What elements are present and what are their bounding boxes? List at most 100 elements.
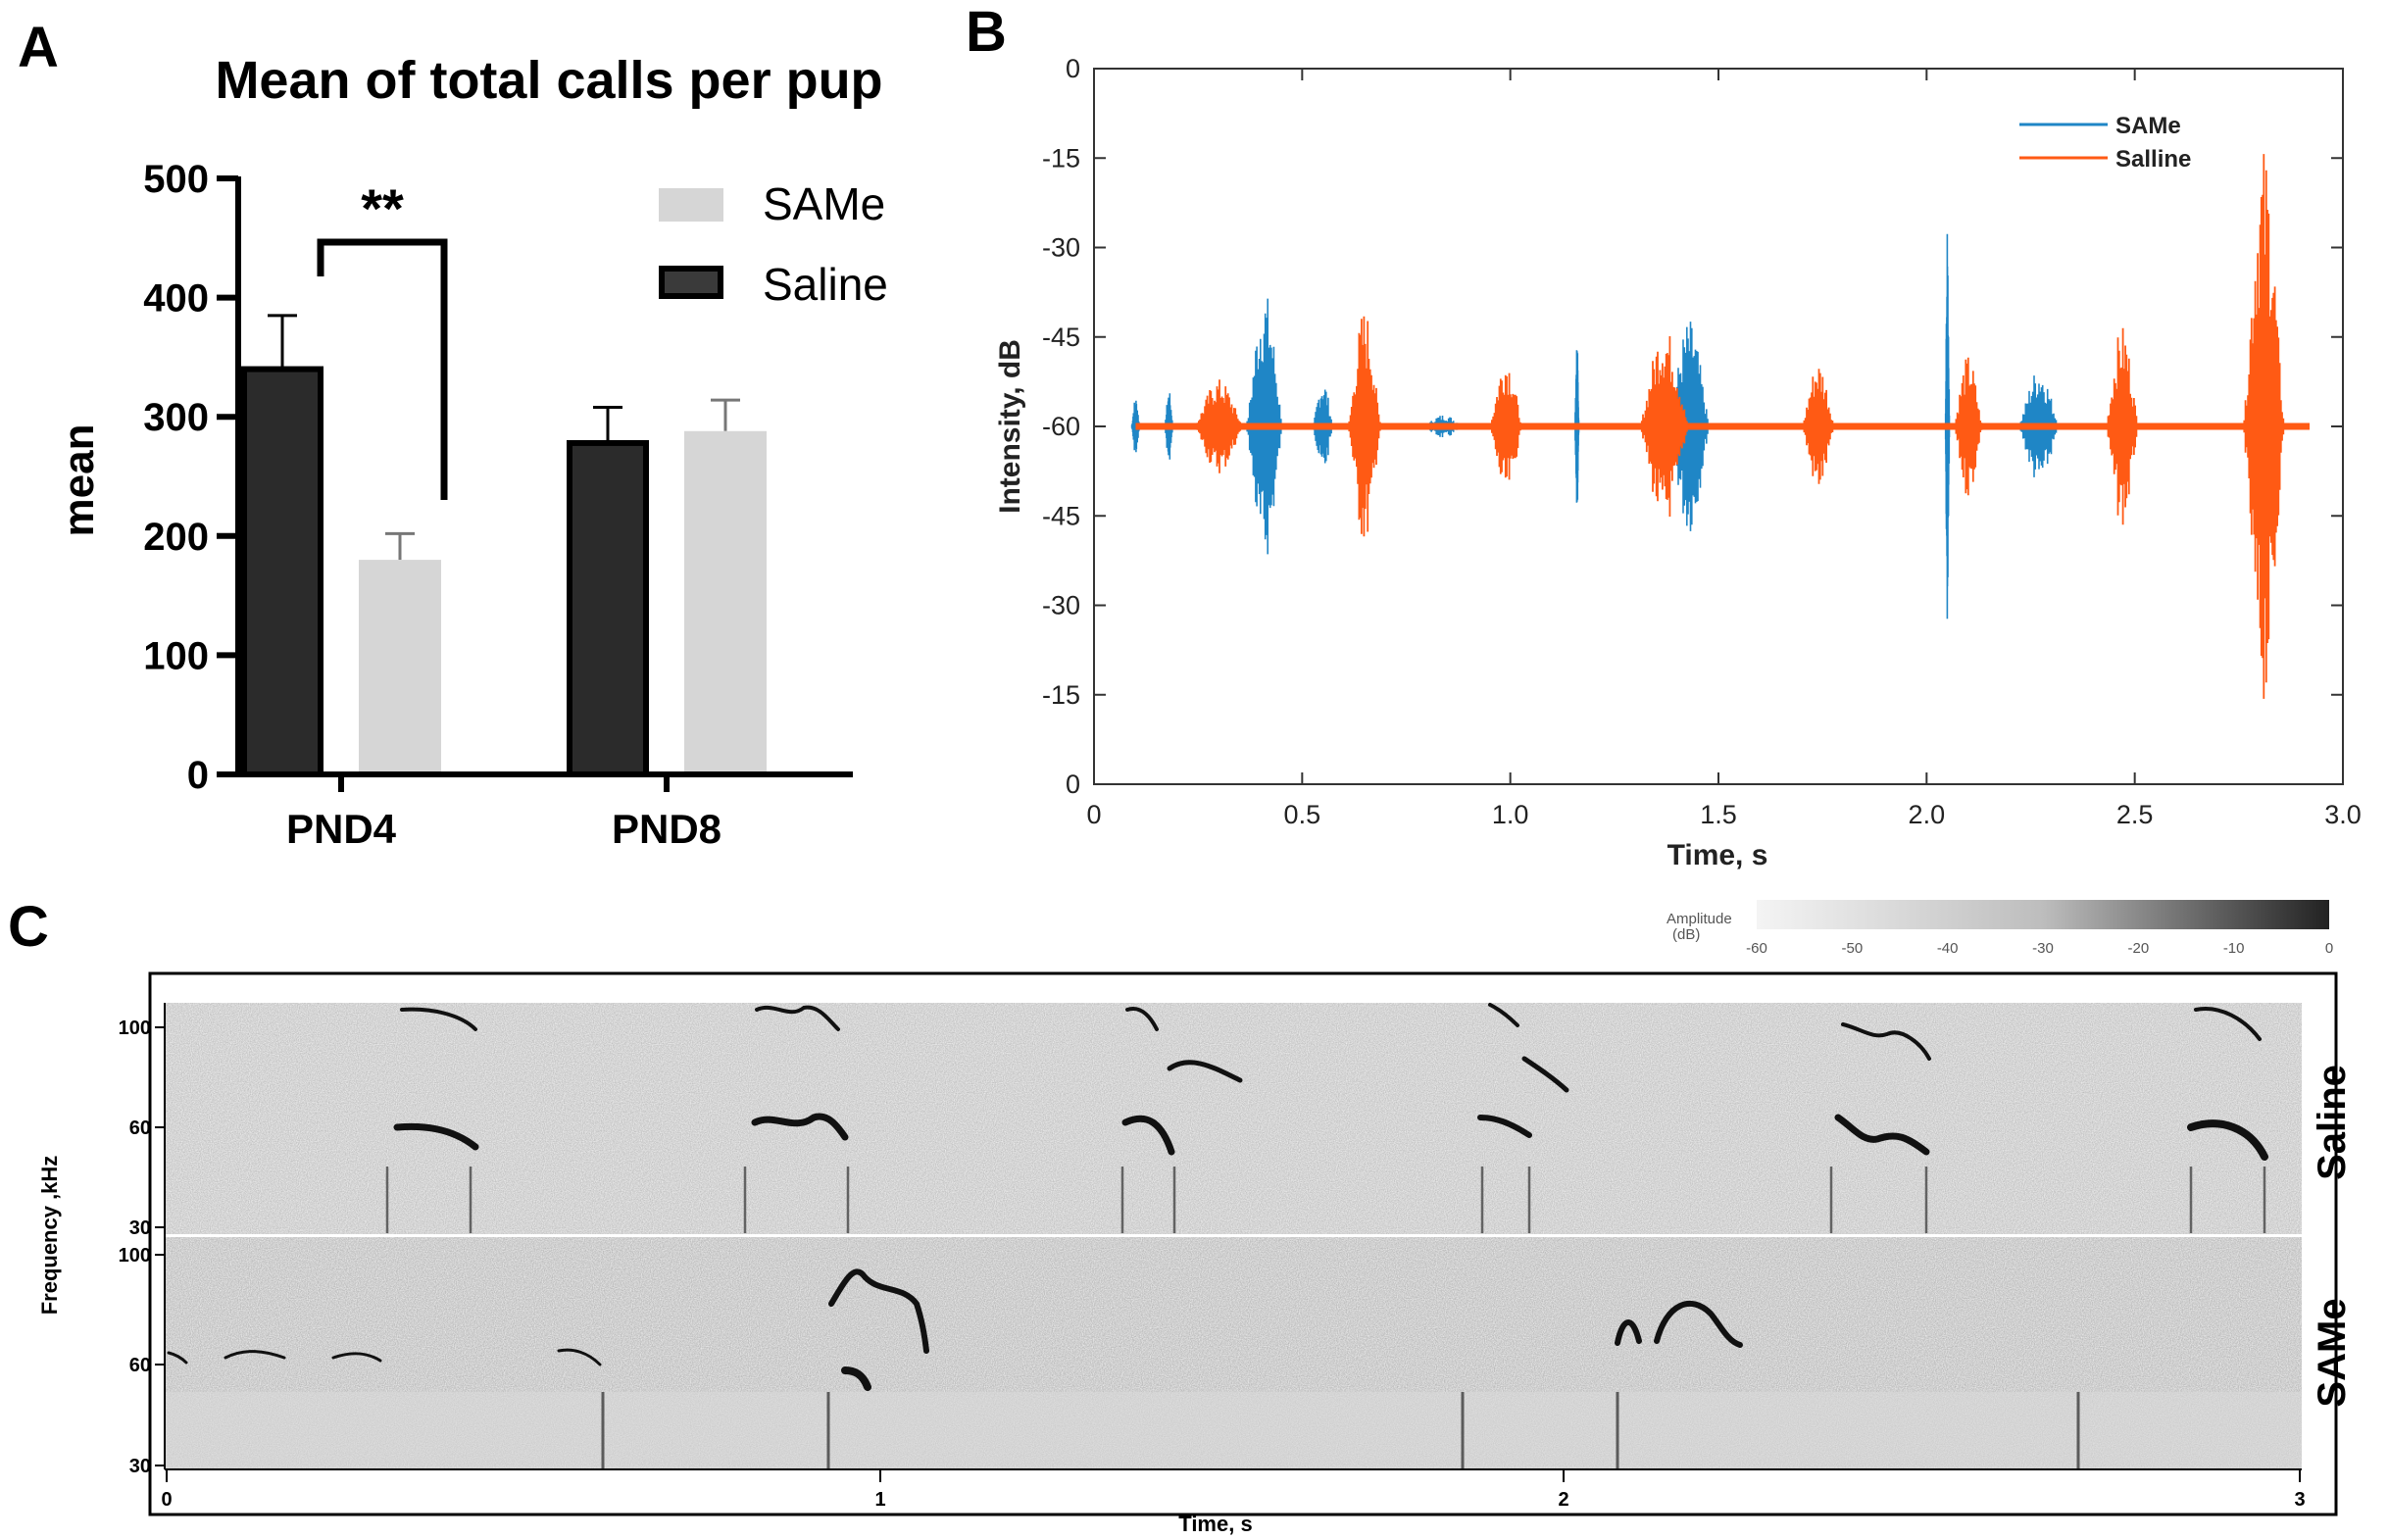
- call-contour: [1615, 1319, 1642, 1346]
- call-contour: [841, 1366, 871, 1391]
- y-tick-label: 30: [129, 1456, 151, 1477]
- call-contour: [755, 1005, 840, 1031]
- y-tick-label: -45: [1042, 323, 1080, 352]
- colorbar-tick-label: -60: [1746, 940, 1767, 957]
- colorbar-tick-label: -50: [1841, 940, 1863, 957]
- call-contour: [224, 1350, 286, 1360]
- call-contour: [393, 1122, 479, 1151]
- x-tick-label: 1.5: [1700, 800, 1737, 829]
- call-contour: [751, 1113, 849, 1141]
- y-tick-label: -60: [1042, 412, 1080, 441]
- call-contour: [1488, 1003, 1519, 1027]
- y-tick-label: 30: [129, 1217, 151, 1239]
- y-tick-label: -15: [1042, 143, 1080, 173]
- legend-swatch-saline: [659, 266, 723, 299]
- x-tick-label: 0.5: [1284, 800, 1321, 829]
- colorbar-tick-label: -20: [2127, 940, 2149, 957]
- call-contour: [1654, 1301, 1743, 1348]
- y-tick-label: 100: [119, 1018, 151, 1039]
- call-contour: [557, 1348, 602, 1366]
- spectrogram-noise-saline: [165, 1003, 2302, 1234]
- call-contour: [1125, 1007, 1159, 1031]
- panel-c-spectrogram: Amplitude (dB) -60 -50 -40 -30 -20 -10 0: [37, 900, 2354, 1536]
- legend-label-same: SAMe: [763, 178, 885, 229]
- saline-burst: [2243, 154, 2285, 699]
- panel-label-a: A: [18, 16, 59, 79]
- x-tick-label: 1: [874, 1489, 885, 1511]
- y-tick-label: 500: [143, 158, 209, 201]
- colorbar-tick-label: -10: [2223, 940, 2245, 957]
- y-tick-label: 200: [143, 516, 209, 559]
- x-tick-label: PND8: [612, 806, 721, 852]
- y-tick-label: 60: [129, 1118, 151, 1139]
- x-tick-label: 0: [1086, 800, 1101, 829]
- call-contour: [167, 1351, 188, 1365]
- saline-burst: [1194, 379, 1244, 473]
- bar-same-pnd4: [359, 560, 441, 771]
- chart-b-ylabel: Intensity, dB: [994, 339, 1026, 514]
- significance-bracket: [317, 238, 448, 500]
- chart-c-ylabel: Frequency ,kHz: [37, 1156, 62, 1316]
- y-tick-label: 300: [143, 396, 209, 439]
- colorbar-unit: (dB): [1672, 926, 1700, 943]
- x-tick-label: 2.5: [2116, 800, 2154, 829]
- call-contour: [1834, 1114, 1930, 1156]
- colorbar-tick-label: -40: [1937, 940, 1959, 957]
- y-tick-label: 0: [187, 754, 209, 797]
- bar-saline-pnd4: [241, 366, 323, 777]
- y-tick-label: 100: [143, 634, 209, 677]
- saline-burst: [1954, 357, 1983, 496]
- saline-burst: [1639, 336, 1689, 517]
- panel-b-waveform-chart: 0 0.5 1.0 1.5 2.0 2.5 3.0 0 -15 -30 -45 -60 -45 -30 -1…: [994, 54, 2362, 871]
- x-tick-label: 3.0: [2324, 800, 2362, 829]
- x-tick-label: 3: [2294, 1489, 2305, 1511]
- row-label-same: SAMe: [2311, 1298, 2354, 1407]
- chart-c-xlabel: Time, s: [1178, 1512, 1252, 1536]
- chart-b-xlabel: Time, s: [1667, 839, 1768, 871]
- call-contour: [2194, 1007, 2262, 1041]
- bar-same-pnd8: [684, 430, 767, 771]
- y-tick-label: -30: [1042, 233, 1080, 263]
- y-tick-label: 0: [1066, 770, 1080, 799]
- call-contour: [1477, 1115, 1532, 1138]
- call-contour: [828, 1268, 929, 1354]
- y-tick-label: -45: [1042, 501, 1080, 530]
- y-tick-label: 60: [129, 1355, 151, 1376]
- row-label-saline: Saline: [2311, 1065, 2354, 1180]
- call-contour: [1167, 1060, 1243, 1083]
- significance-stars: **: [361, 177, 404, 239]
- legend-swatch-same: [659, 188, 723, 222]
- x-tick-label: 0: [161, 1489, 172, 1511]
- x-tick-label: PND4: [286, 806, 397, 852]
- panel-label-c: C: [8, 895, 49, 959]
- legend-label-b-saline: Salline: [2115, 146, 2191, 173]
- colorbar: [1757, 900, 2329, 929]
- spectrogram-lowband-same: [165, 1392, 2302, 1469]
- x-tick-label: 1.0: [1492, 800, 1529, 829]
- panel-a-bar-chart: Mean of total calls per pup mean 0 100 200…: [55, 51, 888, 852]
- x-tick-label: 2: [1558, 1489, 1568, 1511]
- call-contour: [1521, 1056, 1569, 1093]
- colorbar-tick-label: 0: [2325, 940, 2333, 957]
- chart-a-ylabel: mean: [55, 424, 103, 537]
- panel-label-b: B: [966, 0, 1007, 64]
- call-contour: [400, 1007, 477, 1031]
- chart-a-title: Mean of total calls per pup: [215, 51, 882, 110]
- y-tick-label: 400: [143, 277, 209, 321]
- call-contour: [1121, 1115, 1175, 1156]
- call-contour: [331, 1352, 382, 1363]
- legend-label-b-same: SAMe: [2115, 113, 2181, 139]
- y-tick-label: -15: [1042, 680, 1080, 710]
- colorbar-label: Amplitude: [1667, 911, 1732, 927]
- saline-burst: [2106, 327, 2139, 525]
- saline-burst: [1348, 316, 1381, 537]
- call-contour: [2187, 1119, 2268, 1161]
- x-tick-label: 2.0: [1909, 800, 1946, 829]
- colorbar-tick-label: -30: [2032, 940, 2054, 957]
- saline-burst: [1802, 369, 1835, 484]
- y-tick-label: 100: [119, 1245, 151, 1267]
- y-tick-label: 0: [1066, 54, 1080, 83]
- bar-saline-pnd8: [567, 439, 649, 777]
- call-contour: [1841, 1022, 1931, 1061]
